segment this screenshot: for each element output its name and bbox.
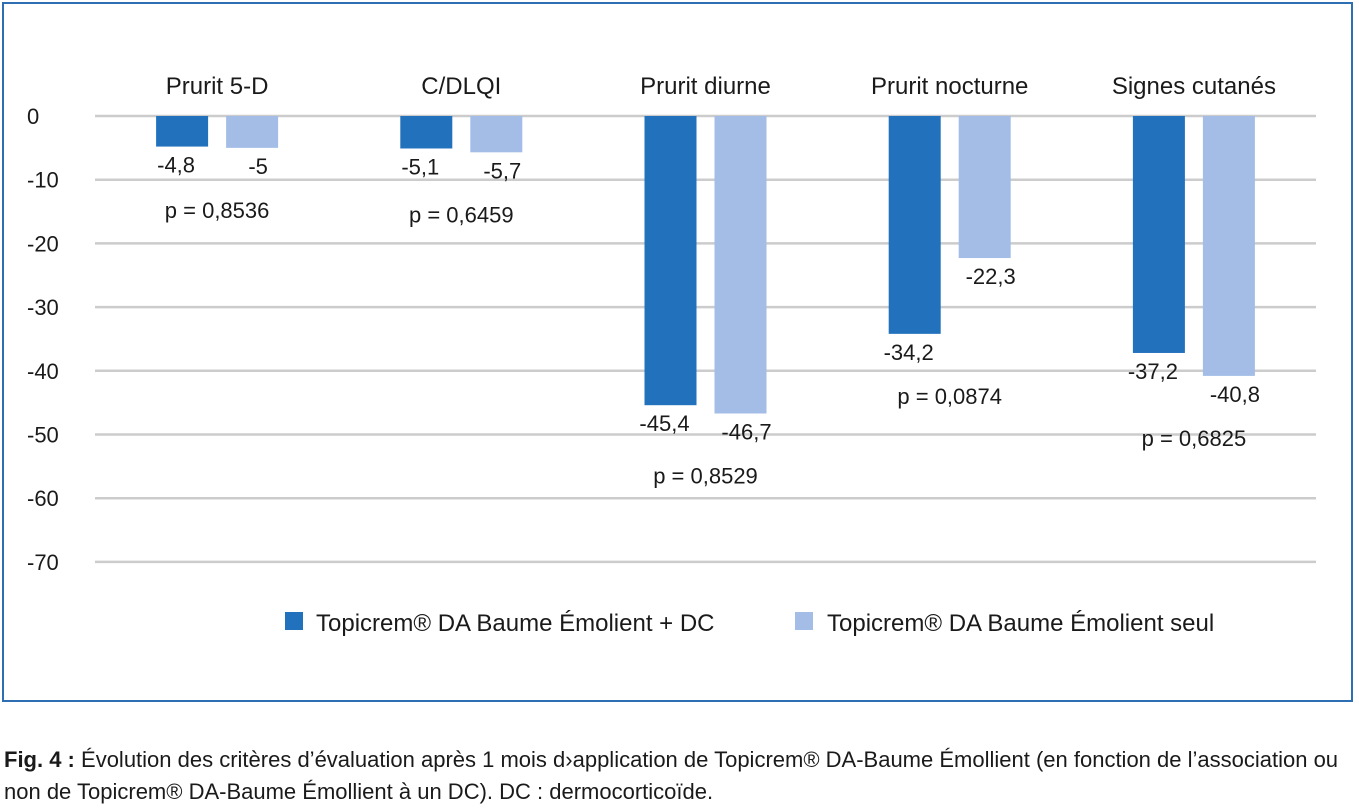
bar bbox=[888, 116, 941, 334]
bar bbox=[644, 116, 697, 406]
p-value-label: p = 0,6459 bbox=[409, 202, 514, 227]
bar bbox=[400, 116, 453, 149]
y-tick-label: -30 bbox=[27, 295, 59, 320]
bar bbox=[156, 116, 209, 147]
data-label: -5,7 bbox=[483, 158, 521, 183]
p-value-label: p = 0,8536 bbox=[165, 198, 270, 223]
caption-fig-label: Fig. 4 : bbox=[4, 747, 75, 772]
category-label: Prurit 5-D bbox=[166, 73, 269, 100]
legend-swatch bbox=[285, 612, 303, 630]
bar-chart: 0 -10 -20 -30 -40 -50 -60 -70 Prurit 5-D -4,8 -5 p … bbox=[27, 73, 1316, 637]
p-value-label: p = 0,6825 bbox=[1142, 426, 1247, 451]
data-label: -37,2 bbox=[1128, 359, 1178, 384]
bar bbox=[958, 116, 1011, 259]
bar bbox=[470, 116, 523, 153]
p-value-label: p = 0,0874 bbox=[897, 384, 1002, 409]
legend-label: Topicrem® DA Baume Émolient + DC bbox=[316, 610, 715, 637]
legend-label: Topicrem® DA Baume Émolient seul bbox=[827, 610, 1214, 637]
caption-text: Évolution des critères d’évaluation aprè… bbox=[4, 747, 1339, 804]
data-label: -22,3 bbox=[966, 264, 1016, 289]
category-label: Prurit nocturne bbox=[871, 73, 1028, 100]
bar bbox=[1132, 116, 1185, 353]
data-label: -4,8 bbox=[157, 153, 195, 178]
bar bbox=[226, 116, 279, 148]
bar bbox=[714, 116, 767, 414]
data-label: -45,4 bbox=[639, 411, 689, 436]
y-tick-label: -70 bbox=[27, 550, 59, 575]
y-tick-label: 0 bbox=[27, 104, 39, 129]
y-tick-label: -50 bbox=[27, 423, 59, 448]
category-label: Signes cutanés bbox=[1112, 73, 1276, 100]
category-label: C/DLQI bbox=[421, 73, 501, 100]
y-tick-label: -20 bbox=[27, 231, 59, 256]
figure-caption: Fig. 4 : Évolution des critères d’évalua… bbox=[4, 744, 1356, 808]
data-label: -5,1 bbox=[401, 154, 439, 179]
y-tick-label: -40 bbox=[27, 359, 59, 384]
data-label: -5 bbox=[248, 154, 268, 179]
data-label: -34,2 bbox=[884, 340, 934, 365]
y-tick-label: -60 bbox=[27, 486, 59, 511]
chart-frame bbox=[2, 2, 1353, 702]
legend-swatch bbox=[795, 612, 813, 630]
data-label: -46,7 bbox=[721, 419, 771, 444]
y-tick-label: -10 bbox=[27, 168, 59, 193]
bar bbox=[1202, 116, 1255, 376]
p-value-label: p = 0,8529 bbox=[653, 463, 758, 488]
data-label: -40,8 bbox=[1210, 382, 1260, 407]
category-label: Prurit diurne bbox=[640, 73, 771, 100]
